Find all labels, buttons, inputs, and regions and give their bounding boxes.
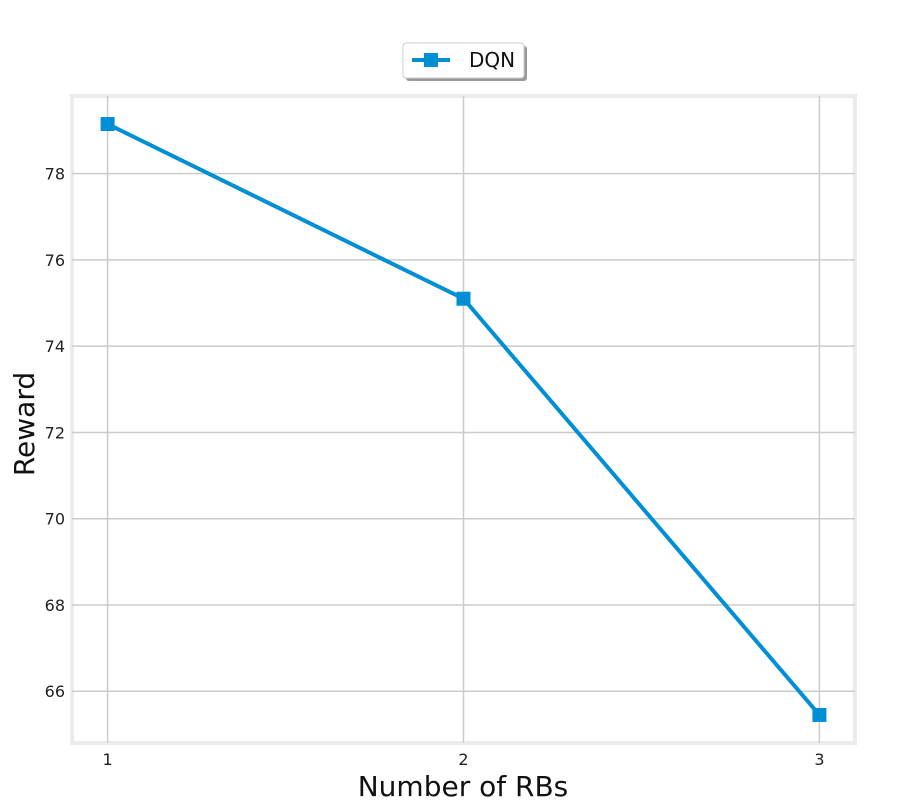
grid [72,96,855,743]
y-tick-label: 70 [45,510,65,529]
y-tick-label: 68 [45,596,65,615]
legend-box [402,42,525,79]
y-tick-label: 78 [45,165,65,184]
legend-square-marker [424,53,438,67]
x-tick-label: 2 [458,750,468,769]
y-tick-label: 74 [45,337,65,356]
x-axis-ticks: 1 2 3 [102,750,824,769]
y-tick-label: 76 [45,251,65,270]
data-point-marker [812,707,827,722]
y-tick-label: 72 [45,423,65,442]
series-layer [100,117,827,722]
x-tick-label: 3 [814,750,824,769]
data-point-marker [456,291,471,306]
data-point-marker [100,117,115,132]
x-axis-label: Number of RBs [358,770,569,800]
y-axis-ticks: 66 68 70 72 74 76 78 [45,165,65,702]
legend: DQN [402,42,527,81]
x-tick-label: 1 [102,750,112,769]
y-axis-label: Reward [8,372,41,476]
y-tick-label: 66 [45,682,65,701]
legend-label-dqn: DQN [469,48,515,72]
